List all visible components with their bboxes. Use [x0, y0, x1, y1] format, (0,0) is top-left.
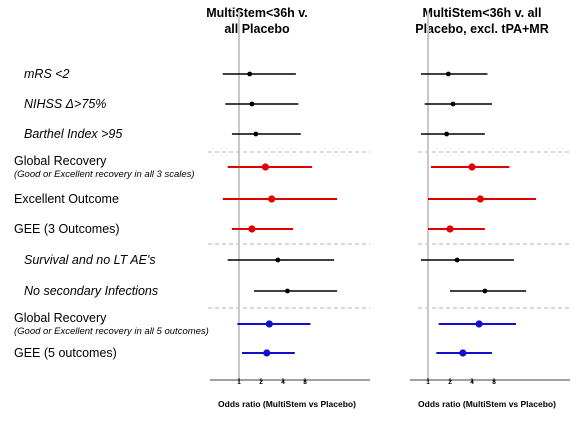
- row-label: Excellent Outcome: [14, 192, 119, 206]
- point-estimate: [248, 225, 256, 233]
- panel-title: all Placebo: [224, 22, 290, 36]
- row-label: No secondary Infections: [24, 284, 158, 298]
- reference-lines: [238, 10, 429, 380]
- point-estimate: [253, 131, 259, 137]
- x-axes: 1 2 4 8 Odds ratio (MultiStem vs Placebo) 1 2 4…: [210, 378, 570, 409]
- tick-label: 8: [303, 379, 307, 386]
- row-label: NIHSS Δ>75%: [24, 97, 106, 111]
- row-labels: mRS <2 NIHSS Δ>75% Barthel Index >95 Global…: [14, 67, 209, 360]
- panel-title: MultiStem<36h v.: [206, 6, 308, 20]
- row-label: GEE (3 Outcomes): [14, 222, 120, 236]
- point-estimate: [285, 288, 290, 294]
- panel-title: Placebo, excl. tPA+MR: [415, 22, 549, 36]
- point-estimate: [476, 195, 484, 203]
- point-estimate: [247, 71, 253, 77]
- row-label: GEE (5 outcomes): [14, 346, 117, 360]
- row-label: Global Recovery: [14, 154, 107, 168]
- point-estimate: [268, 195, 276, 203]
- row-label: Barthel Index >95: [24, 127, 122, 141]
- x-axis-label: Odds ratio (MultiStem vs Placebo): [218, 399, 356, 409]
- tick-label: 4: [470, 379, 474, 386]
- point-estimate: [249, 101, 255, 107]
- x-axis-label: Odds ratio (MultiStem vs Placebo): [418, 399, 556, 409]
- row-separators: [208, 151, 570, 309]
- point-estimate: [475, 320, 483, 328]
- tick-label: 1: [426, 379, 430, 386]
- point-estimate: [446, 225, 454, 233]
- point-estimate: [265, 320, 273, 328]
- tick-label: 8: [492, 379, 496, 386]
- row-label: Global Recovery: [14, 311, 107, 325]
- point-estimate: [444, 131, 450, 137]
- tick-label: 2: [259, 379, 263, 386]
- row-sublabel: (Good or Excellent recovery in all 3 sca…: [14, 169, 195, 180]
- point-estimate: [482, 288, 488, 294]
- tick-label: 2: [448, 379, 452, 386]
- point-estimate: [459, 349, 467, 357]
- row-label: mRS <2: [24, 67, 70, 81]
- panel-title: MultiStem<36h v. all: [423, 6, 542, 20]
- tick-label: 4: [281, 379, 285, 386]
- point-estimate: [261, 163, 270, 171]
- estimate-marks: [222, 71, 536, 357]
- point-estimate: [468, 163, 476, 171]
- tick-label: 1: [237, 379, 241, 386]
- point-estimate: [275, 257, 281, 263]
- point-estimate: [445, 71, 451, 77]
- row-sublabel: (Good or Excellent recovery in all 5 out…: [14, 326, 209, 337]
- panel-titles: MultiStem<36h v. all Placebo MultiStem<36h…: [206, 6, 549, 36]
- point-estimate: [450, 101, 456, 107]
- point-estimate: [454, 257, 460, 263]
- point-estimate: [263, 349, 271, 357]
- row-label: Survival and no LT AE's: [24, 253, 156, 267]
